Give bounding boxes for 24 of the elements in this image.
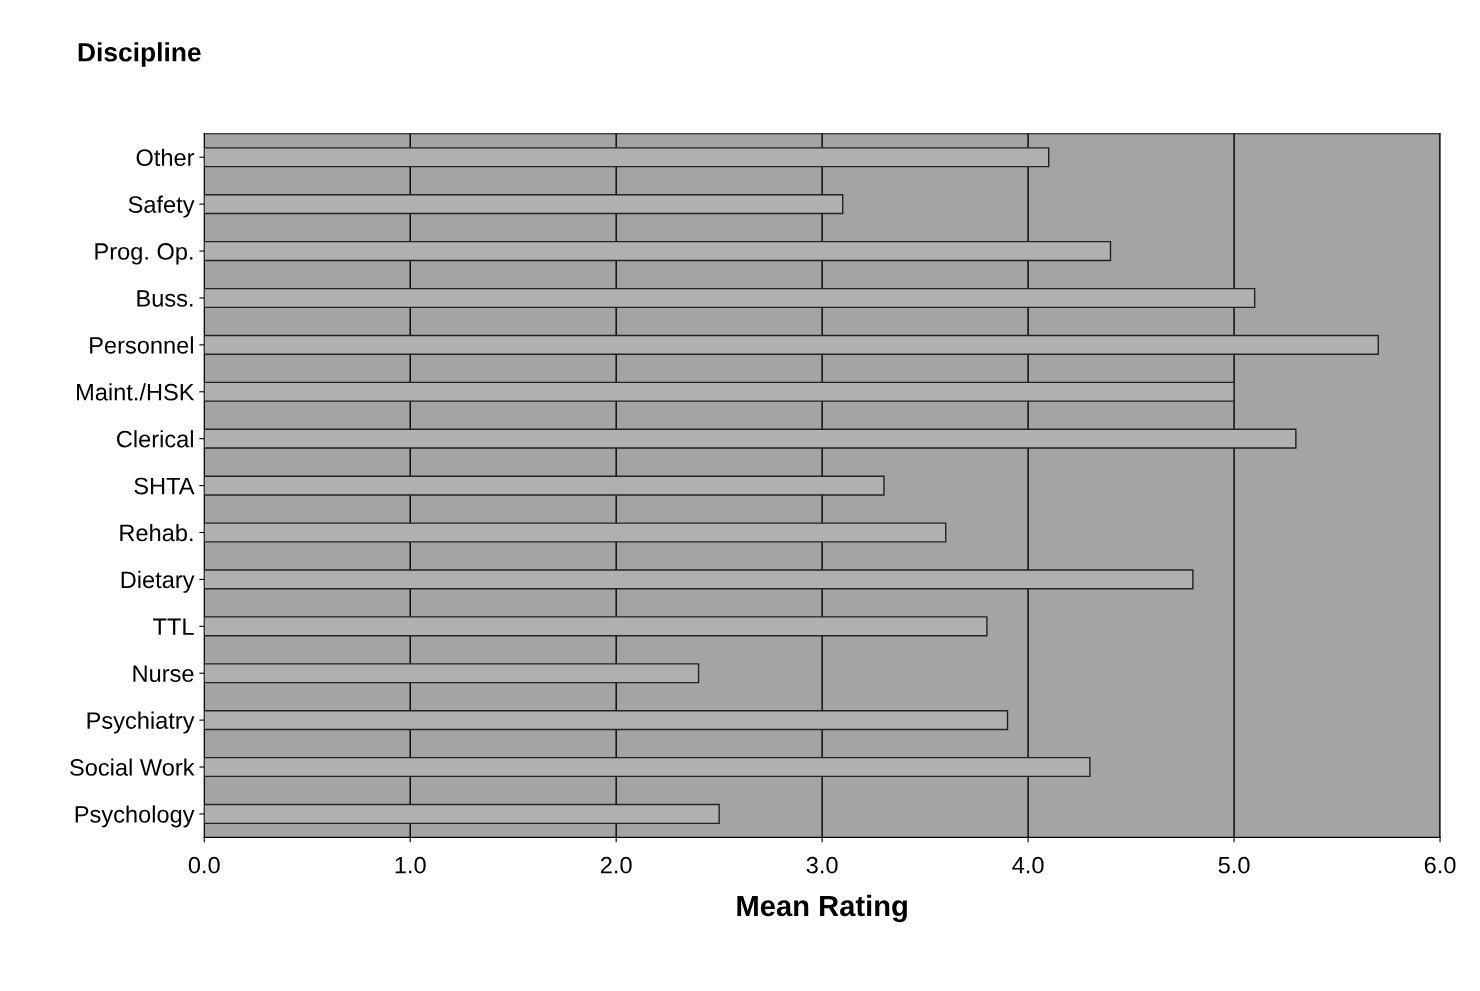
y-tick-label: TTL	[153, 618, 194, 635]
x-tick-label: 4.0	[1012, 856, 1044, 874]
y-tick-label: Dietary	[121, 570, 195, 593]
y-tick-label: Personnel	[90, 336, 193, 354]
x-tick-label: 3.0	[806, 856, 838, 874]
y-tick-label: Safety	[128, 195, 195, 218]
y-tick-label: Other	[136, 148, 195, 167]
chart-title: Discipline	[78, 42, 201, 67]
y-tick-label: Clerical	[117, 430, 193, 448]
y-tick-label: Psychiatry	[87, 711, 195, 734]
y-tick-label: Nurse	[133, 665, 194, 683]
y-tick-label: Psychology	[75, 805, 195, 828]
y-tick-label: Rehab.	[120, 523, 193, 542]
x-tick-label: 5.0	[1218, 856, 1250, 874]
x-axis-title: Mean Rating	[737, 894, 907, 923]
y-tick-label: Buss.	[137, 290, 193, 307]
y-tick-label: Maint./HSK	[77, 383, 195, 401]
x-tick-label: 1.0	[395, 856, 426, 874]
x-tick-label: 6.0	[1424, 856, 1456, 874]
x-tick-label: 0.0	[188, 856, 220, 874]
x-tick-label: 2.0	[600, 856, 632, 874]
y-tick-label: Social Work	[70, 758, 195, 776]
y-tick-label: SHTA	[134, 477, 195, 495]
y-tick-label: Prog. Op.	[95, 243, 193, 265]
